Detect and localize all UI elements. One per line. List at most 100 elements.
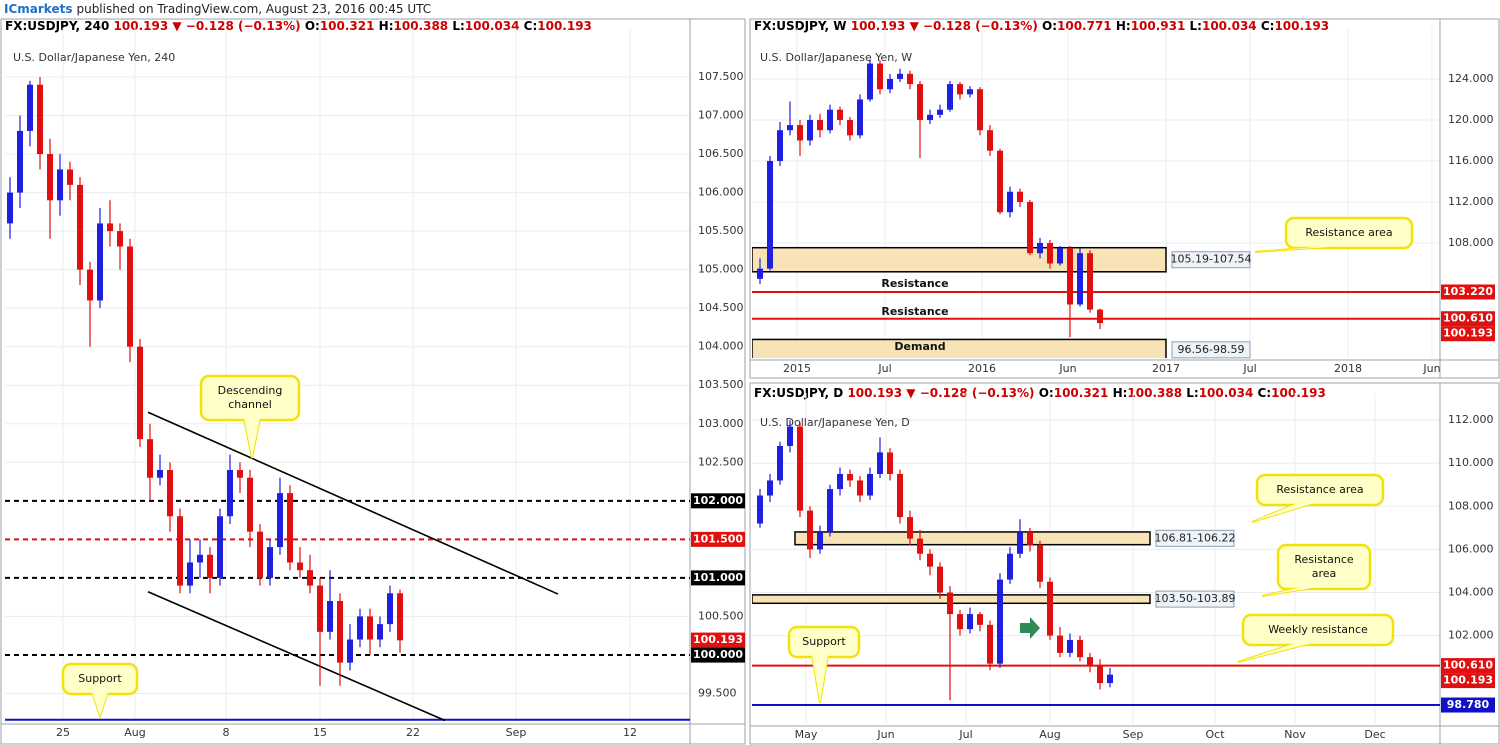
panel-frame <box>749 382 1500 745</box>
price-tag <box>691 647 745 663</box>
x-tick-label: Jun <box>1058 362 1076 375</box>
candle-body <box>47 154 53 201</box>
candle-body <box>277 493 283 548</box>
header-segment: 100.388 <box>1127 386 1186 400</box>
callout-seam <box>1255 246 1343 252</box>
callout-seam <box>1238 643 1312 662</box>
callout-seam <box>92 692 108 716</box>
candle-body <box>177 516 183 586</box>
y-tick-label: 104.500 <box>698 301 744 314</box>
price-tag-label: 100.193 <box>693 633 743 646</box>
header-segment: O: <box>1042 19 1057 33</box>
candle-body <box>847 119 853 136</box>
price-tag-label: 98.780 <box>1447 698 1490 711</box>
chart-header: FX:USDJPY, D 100.193 ▼ −0.128 (−0.13%) O… <box>754 386 1326 400</box>
callout-box <box>1255 473 1385 507</box>
zone-tag: 96.56-98.59 <box>1178 343 1245 356</box>
callout-box <box>1276 543 1372 591</box>
price-tag <box>691 570 745 586</box>
candle-body <box>1027 201 1033 254</box>
y-tick-label: 108.000 <box>1448 499 1494 512</box>
candle-body <box>1047 581 1053 636</box>
y-tick-label: 107.000 <box>698 109 744 122</box>
candle-body <box>787 426 793 446</box>
candle-body <box>757 268 763 279</box>
candle-body <box>1077 639 1083 658</box>
candle-body <box>87 269 93 301</box>
candle-body <box>957 614 963 630</box>
x-tick-label: 15 <box>313 726 327 739</box>
candle-body <box>1087 253 1093 310</box>
y-tick-label: 112.000 <box>1448 195 1494 208</box>
header-segment: ▼ −0.128 (−0.13%) <box>910 19 1042 33</box>
x-tick-label: Jun <box>876 728 894 741</box>
candle-body <box>837 473 843 490</box>
y-tick-label: 102.500 <box>698 455 744 468</box>
candle-body <box>327 601 333 632</box>
candle-body <box>857 99 863 136</box>
zone-tag: 103.50-103.89 <box>1155 592 1236 605</box>
header-segment: C: <box>1261 19 1275 33</box>
candle-body <box>1007 191 1013 213</box>
candle-body <box>917 538 923 554</box>
candle-body <box>917 84 923 120</box>
candle-body <box>907 517 913 539</box>
candle-body <box>1077 253 1083 305</box>
candle-body <box>157 470 163 478</box>
x-tick-label: 2017 <box>1152 362 1180 375</box>
candle-body <box>267 547 273 578</box>
header-segment: 100.321 <box>1054 386 1113 400</box>
candle-body <box>867 63 873 100</box>
zone-tag-box <box>1171 251 1251 269</box>
header-segment: 100.193 <box>851 19 910 33</box>
candle-body <box>777 445 783 481</box>
candle-body <box>197 554 203 563</box>
y-tick-label: 112.000 <box>1448 413 1494 426</box>
header-segment: 100.388 <box>394 19 453 33</box>
y-tick-label: 106.000 <box>1448 542 1494 555</box>
candle-body <box>767 480 773 496</box>
chart-title: U.S. Dollar/Japanese Yen, W <box>760 51 912 64</box>
y-tick-label: 120.000 <box>1448 113 1494 126</box>
x-tick-label: 25 <box>56 726 70 739</box>
candle-body <box>797 426 803 511</box>
candle-body <box>977 614 983 625</box>
candle-body <box>827 109 833 131</box>
annotation: Resistance <box>881 305 948 318</box>
y-tick-label: 99.500 <box>698 686 737 699</box>
candle-body <box>37 84 43 155</box>
plot-area <box>752 59 1440 358</box>
candle-body <box>1057 635 1063 653</box>
candle-body <box>1017 191 1023 202</box>
y-tick-label: 124.000 <box>1448 72 1494 85</box>
candle-body <box>827 489 833 533</box>
header-segment: H: <box>1116 19 1131 33</box>
plot-area <box>5 76 690 722</box>
chart-header: FX:USDJPY, W 100.193 ▼ −0.128 (−0.13%) O… <box>754 19 1329 33</box>
plot-area <box>752 420 1440 707</box>
candle-body <box>27 84 33 131</box>
zone-tag-box <box>1155 529 1235 547</box>
x-tick-label: Jun <box>1422 362 1440 375</box>
price-tag <box>1441 658 1495 674</box>
zone <box>794 531 1151 546</box>
candle-body <box>937 566 943 593</box>
candle-body <box>1047 242 1053 264</box>
candle-body <box>147 439 153 478</box>
brand[interactable]: ICmarkets <box>4 2 72 16</box>
candle-body <box>217 516 223 578</box>
header-segment: L: <box>1186 386 1198 400</box>
candle-body <box>947 592 953 615</box>
chart-header: FX:USDJPY, 240 100.193 ▼ −0.128 (−0.13%)… <box>5 19 592 33</box>
candle-body <box>807 510 813 550</box>
y-tick-label: 110.000 <box>1448 456 1494 469</box>
price-tag-label: 100.610 <box>1443 659 1493 672</box>
x-tick-label: Jul <box>958 728 972 741</box>
price-tag <box>1441 326 1495 342</box>
candle-body <box>1057 248 1063 264</box>
callout-seam <box>1262 587 1318 596</box>
callout-text: Resistance area <box>1305 226 1392 239</box>
header-segment: H: <box>1113 386 1128 400</box>
header-segment: 100.321 <box>320 19 379 33</box>
